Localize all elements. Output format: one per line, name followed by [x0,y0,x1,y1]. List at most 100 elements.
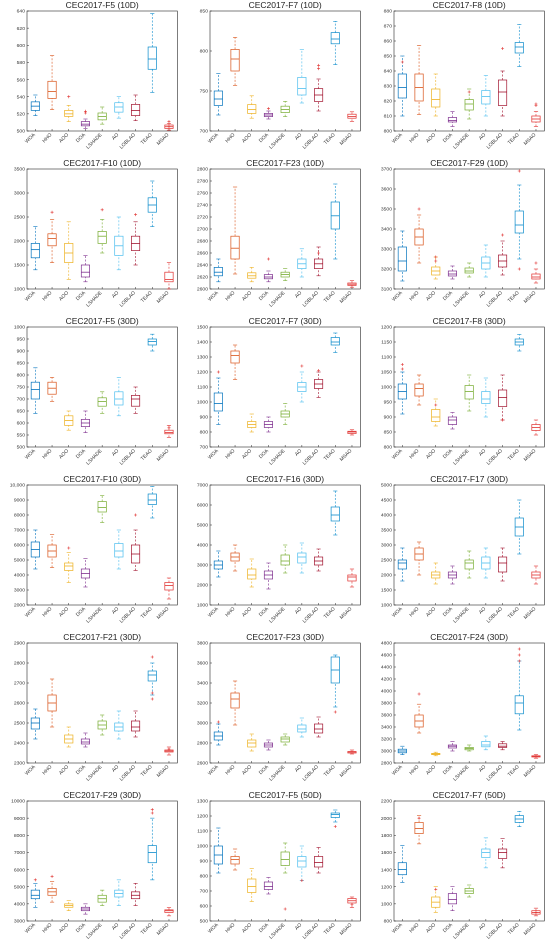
outlier-marker [217,370,221,374]
y-tick-label: 4000 [381,513,392,519]
outlier-marker [500,47,504,51]
iqr-box [464,99,474,111]
outlier-marker [500,418,504,422]
plot-frame [26,800,178,922]
box-doa [264,877,274,895]
iqr-box [480,391,491,404]
panel-title: CEC2017-F24 (30D) [430,632,508,642]
box-teao [331,654,341,714]
y-tick-label: 800 [200,430,209,436]
y-tick-label: 580 [17,60,26,66]
outlier-marker [334,710,338,714]
x-tick-label: WOA [207,290,220,303]
box-loblao [131,710,141,738]
x-tick-label: AOO [425,132,437,144]
y-tick-label: 2500 [381,558,392,564]
boxplot-panel: CEC2017-F23 (10D) 2600 2620 2640 2660 2680 270… [183,158,366,316]
box-woa [214,370,224,425]
y-tick-label: 3400 [381,725,392,731]
iqr-box [280,736,291,743]
x-tick-label: LOBLAO [302,448,320,466]
boxplot-panel: CEC2017-F7 (30D) 700 800 900 1000 1100 1200 130… [183,316,366,474]
box-lshade [97,208,107,254]
x-tick-label: LSHADE [452,448,471,467]
y-tick-label: 830 [383,84,392,90]
box-doa [264,562,274,590]
y-tick-label: 3100 [381,287,392,293]
box-aoo [430,886,440,913]
x-tick-label: AO [478,448,487,457]
x-tick-label: TEAO [140,448,154,462]
x-tick-label: MSAO [522,922,537,937]
box-hho [47,210,57,263]
boxplot-panel: CEC2017-F8 (10D) 800 810 820 830 840 850 860 870… [367,0,550,158]
y-tick-label: 3200 [381,737,392,743]
box-doa [264,416,274,433]
x-tick-label: AO [478,922,487,931]
iqr-box [80,264,90,278]
y-tick-label: 500 [17,445,26,451]
box-doa [447,111,457,127]
x-tick-label: MSAO [339,764,354,779]
box-teao [331,490,341,536]
plot-frame [393,484,545,606]
panel-title: CEC2017-F23 (10D) [247,158,325,168]
iqr-box [264,742,274,748]
outlier-marker [134,513,138,517]
box-ao [297,717,307,738]
y-tick-label: 800 [383,129,392,135]
box-ao [114,710,124,740]
x-tick-label: WOA [24,448,37,461]
y-tick-label: 5000 [14,558,25,564]
x-tick-label: TEAO [507,922,521,936]
box-msao [164,425,174,438]
x-tick-label: LOBLAO [485,606,503,624]
y-tick-label: 4000 [14,573,25,579]
box-teao [514,169,524,271]
x-tick-label: WOA [391,606,404,619]
x-tick-label: LSHADE [452,606,471,625]
y-tick-label: 1500 [381,588,392,594]
x-tick-label: DOA [258,448,270,460]
outlier-marker [150,691,154,695]
x-tick-label: LSHADE [85,132,104,151]
boxplot-panel: CEC2017-F7 (50D) 800 1000 1200 1400 1600 1800 2… [367,790,550,948]
y-tick-label: 3000 [197,563,208,569]
box-msao [531,261,541,284]
x-tick-label: DOA [258,922,270,934]
y-tick-label: 1500 [197,325,208,331]
box-teao [147,808,157,881]
panel-title: CEC2017-F21 (30D) [63,632,141,642]
box-loblao [314,246,324,277]
iqr-box [30,381,40,400]
x-tick-label: MSAO [522,606,537,621]
y-tick-label: 620 [17,26,26,32]
panel-title: CEC2017-F7 (50D) [432,790,505,800]
box-lshade [280,544,291,574]
x-tick-label: DOA [75,132,87,144]
y-tick-label: 5000 [197,523,208,529]
y-tick-label: 2600 [14,701,25,707]
x-tick-label: TEAO [507,290,521,304]
x-tick-label: HHO [408,290,420,302]
box-woa [397,230,407,282]
box-aoo [247,733,257,752]
boxplot-svg: CEC2017-F29 (10D) 3100 3200 3300 3400 3500 360… [381,158,545,309]
x-tick-label: HHO [41,922,53,934]
box-hho [47,678,57,728]
y-tick-label: 900 [200,415,209,421]
box-msao [164,746,174,756]
iqr-box [414,383,424,397]
iqr-box [447,571,457,579]
y-tick-label: 2900 [14,641,25,647]
y-tick-label: 6000 [197,503,208,509]
y-tick-label: 550 [17,433,26,439]
y-tick-label: 1400 [381,867,392,873]
iqr-box [331,337,341,346]
x-tick-label: AO [111,922,120,931]
panel-title: CEC2017-F10 (30D) [63,474,141,484]
x-tick-label: WOA [207,132,220,145]
iqr-box [531,273,541,280]
box-hho [230,37,240,86]
x-tick-label: TEAO [323,922,337,936]
